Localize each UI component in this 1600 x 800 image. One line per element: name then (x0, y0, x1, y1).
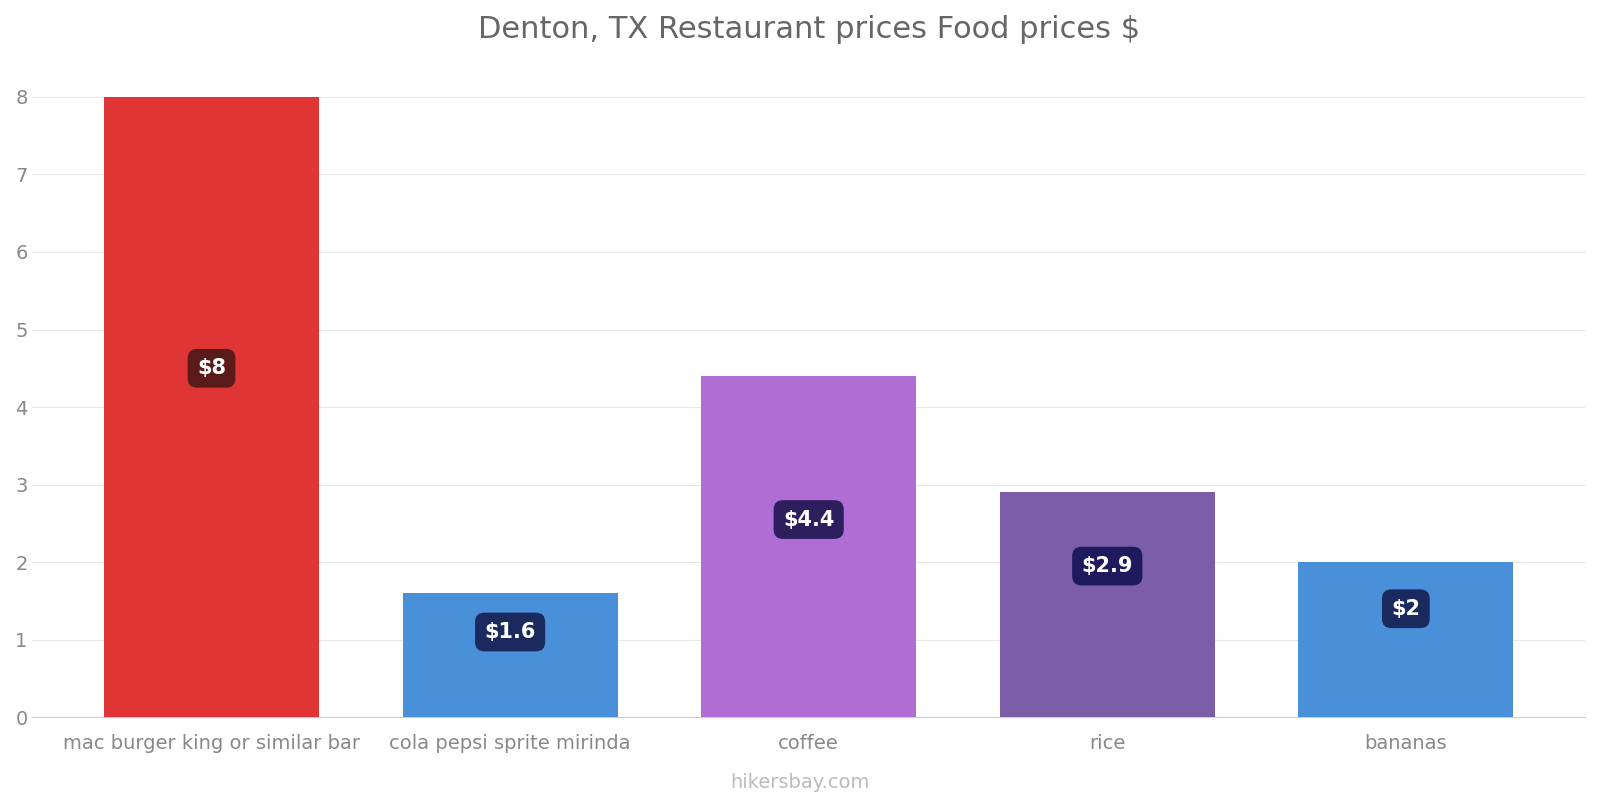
Text: hikersbay.com: hikersbay.com (730, 773, 870, 792)
Bar (403, 594, 618, 718)
Text: $1.6: $1.6 (485, 622, 536, 642)
Bar (1000, 492, 1214, 718)
Text: $2: $2 (1392, 598, 1421, 618)
Text: $8: $8 (197, 358, 226, 378)
Title: Denton, TX Restaurant prices Food prices $: Denton, TX Restaurant prices Food prices… (478, 15, 1139, 44)
Text: $2.9: $2.9 (1082, 556, 1133, 576)
Bar (104, 97, 318, 718)
Bar (701, 376, 917, 718)
Text: $4.4: $4.4 (782, 510, 834, 530)
Bar (1298, 562, 1514, 718)
